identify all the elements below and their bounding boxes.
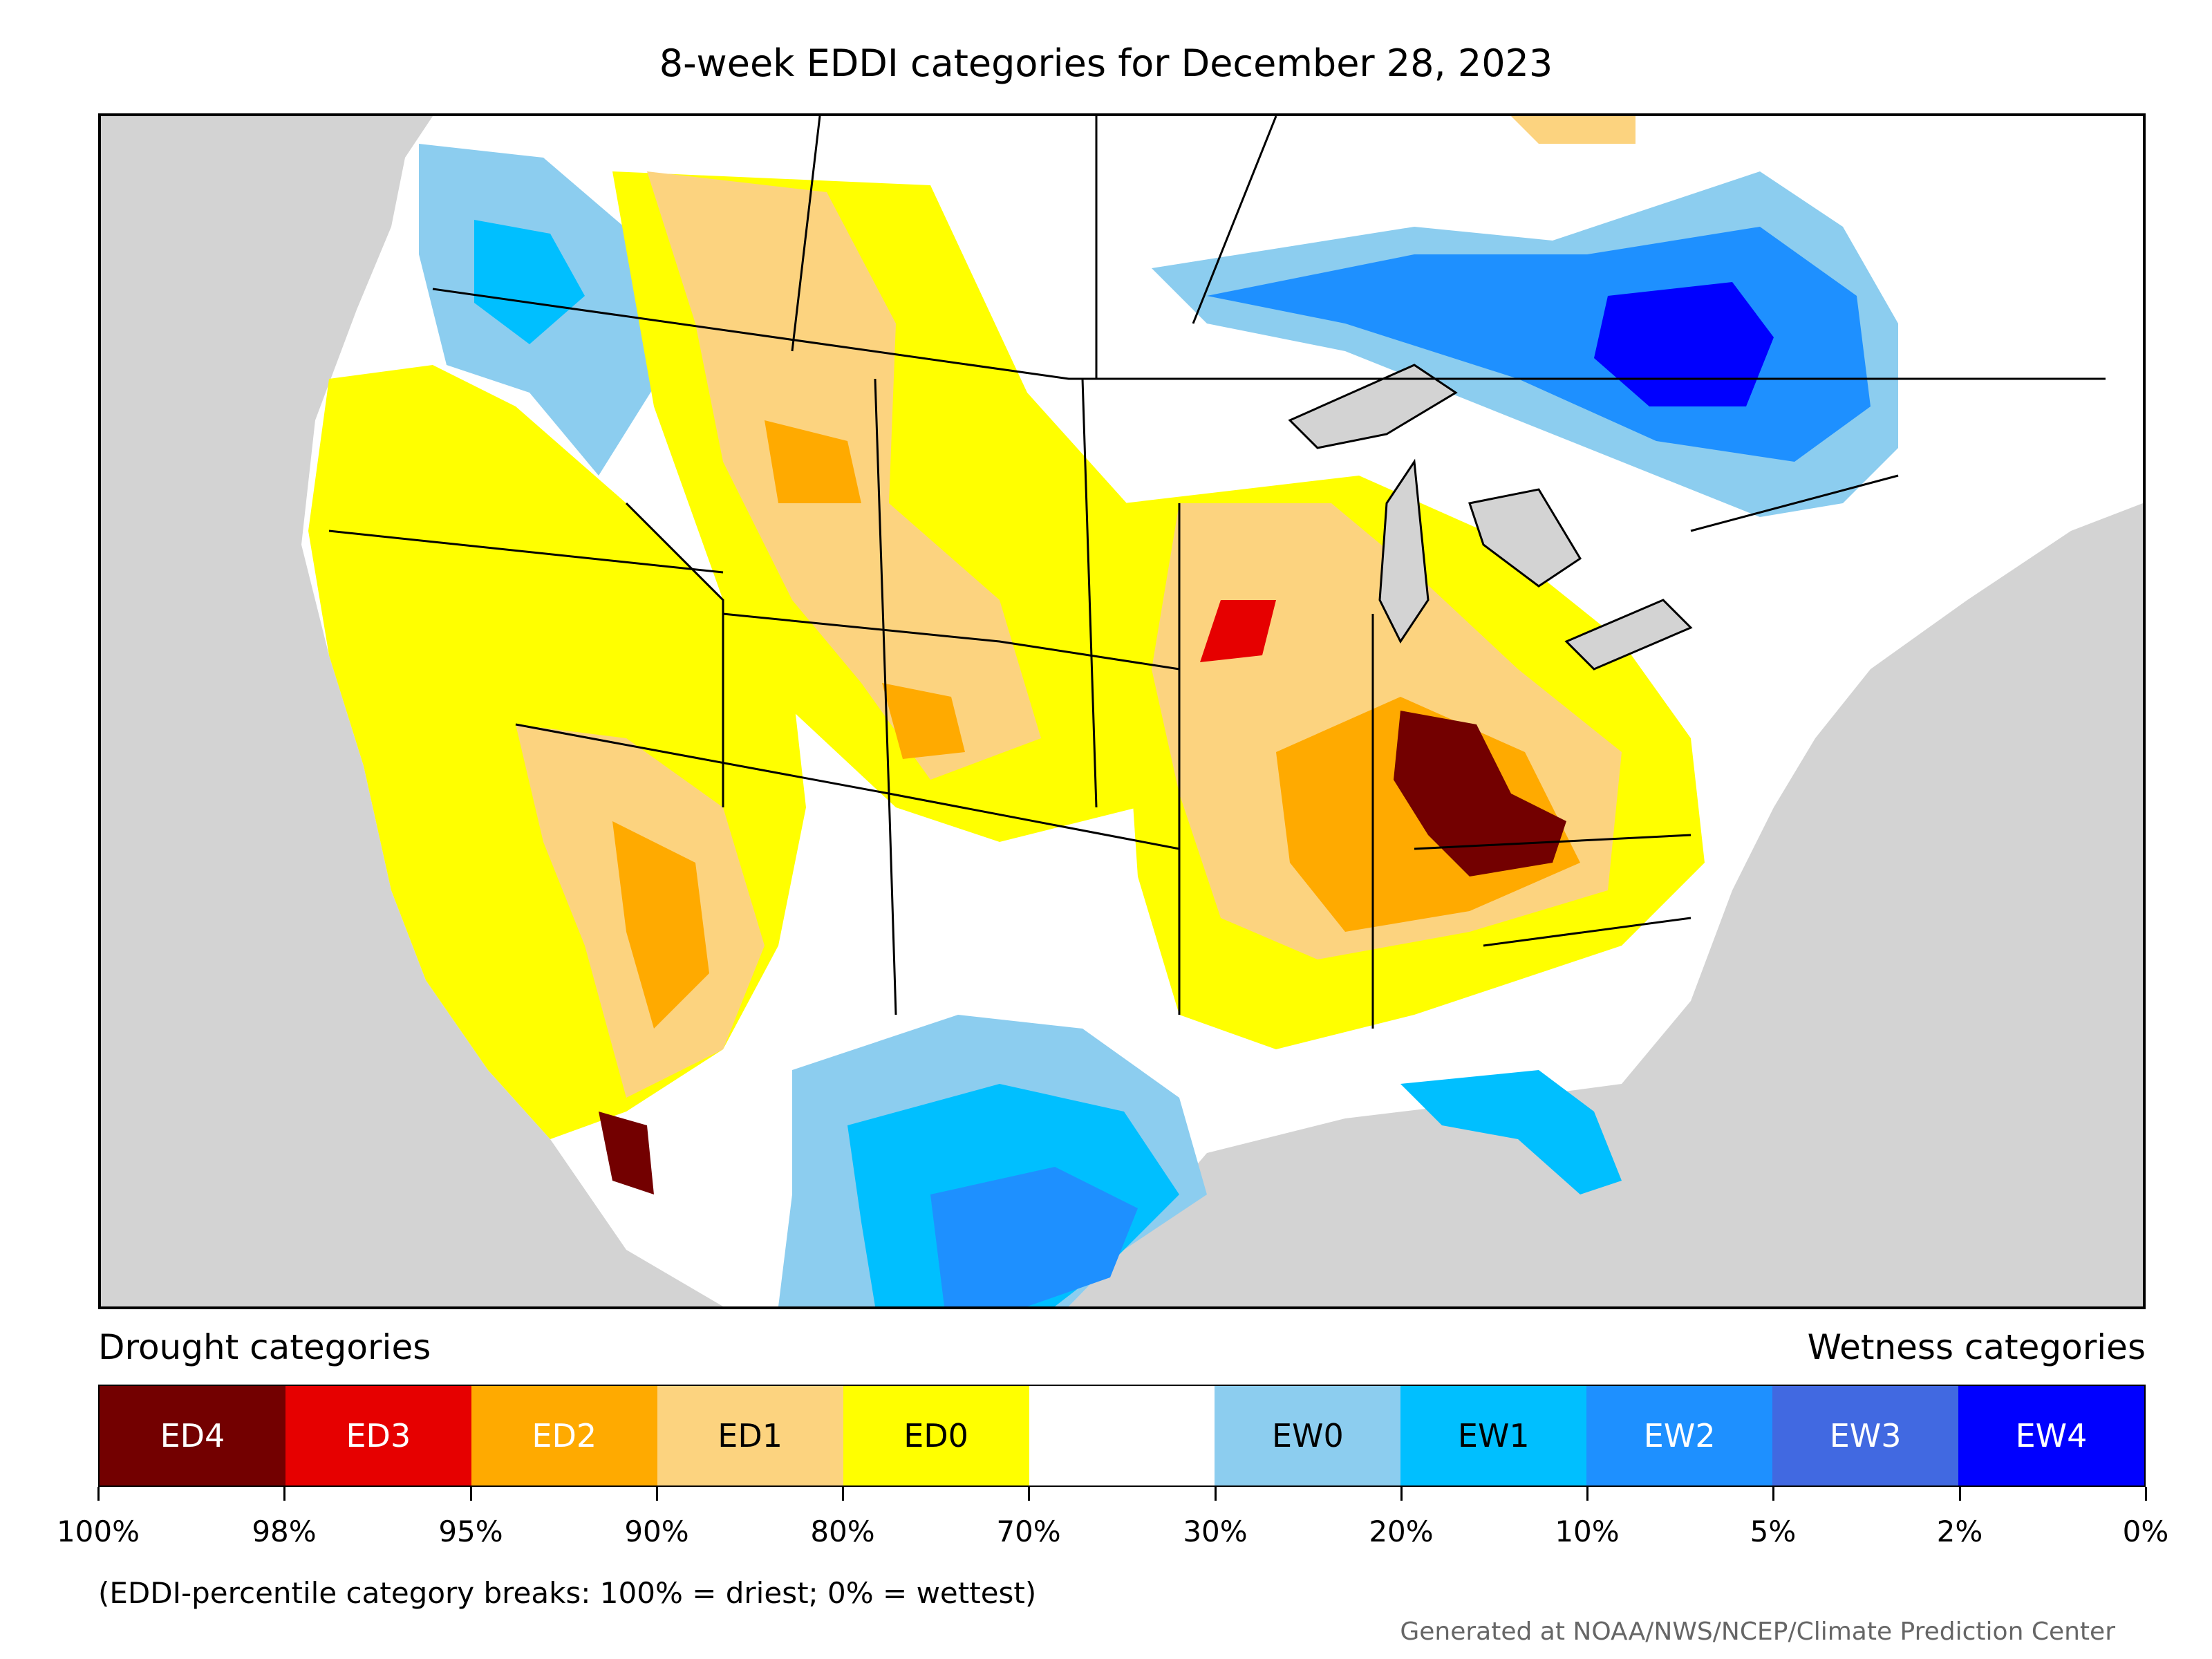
source-credit: Generated at NOAA/NWS/NCEP/Climate Predi… bbox=[1400, 1618, 2115, 1646]
tick-mark bbox=[656, 1487, 658, 1501]
category-cell-ed1: ED1 bbox=[657, 1386, 843, 1485]
category-cell-ew4: EW4 bbox=[1958, 1386, 2144, 1485]
tick-label: 90% bbox=[624, 1515, 689, 1548]
tick-mark bbox=[97, 1487, 100, 1501]
tick-label: 5% bbox=[1750, 1515, 1797, 1548]
category-breaks-note: (EDDI-percentile category breaks: 100% =… bbox=[98, 1576, 1037, 1610]
map-canvas bbox=[101, 116, 2143, 1306]
state-boundaries bbox=[328, 116, 2106, 1029]
category-cell-ed0: ED0 bbox=[843, 1386, 1029, 1485]
tick-label: 0% bbox=[2122, 1515, 2169, 1548]
northern-plains-drought-area bbox=[612, 171, 1207, 842]
drought-categories-label: Drought categories bbox=[98, 1327, 431, 1367]
tick-label: 95% bbox=[438, 1515, 503, 1548]
tick-label: 10% bbox=[1555, 1515, 1620, 1548]
percentile-ticks: 100% 98% 95% 90% 80% 70% 30% 20% 10% 5% 2% 0% bbox=[57, 1487, 2168, 1570]
category-cell-ed3: ED3 bbox=[285, 1386, 471, 1485]
texas-wet-area bbox=[778, 1015, 1207, 1306]
tick-label: 20% bbox=[1369, 1515, 1434, 1548]
category-cell-none bbox=[1029, 1386, 1215, 1485]
tick-mark bbox=[1959, 1487, 1961, 1501]
map-title: 8-week EDDI categories for December 28, … bbox=[659, 41, 1553, 85]
tick-label: 30% bbox=[1183, 1515, 1248, 1548]
tick-mark bbox=[1028, 1487, 1030, 1501]
category-cell-ew3: EW3 bbox=[1772, 1386, 1959, 1485]
category-cell-ed2: ED2 bbox=[471, 1386, 657, 1485]
tick-mark bbox=[1400, 1487, 1403, 1501]
tick-mark bbox=[1586, 1487, 1588, 1501]
category-cell-ed4: ED4 bbox=[100, 1386, 285, 1485]
tick-mark bbox=[470, 1487, 472, 1501]
tick-mark bbox=[842, 1487, 844, 1501]
category-cell-ew1: EW1 bbox=[1400, 1386, 1587, 1485]
eddi-map bbox=[98, 113, 2146, 1309]
tick-mark bbox=[1772, 1487, 1774, 1501]
tick-mark bbox=[2145, 1487, 2147, 1501]
category-cell-ew2: EW2 bbox=[1586, 1386, 1773, 1485]
category-cell-ew0: EW0 bbox=[1215, 1386, 1401, 1485]
tick-label: 2% bbox=[1936, 1515, 1983, 1548]
tick-label: 100% bbox=[56, 1515, 140, 1548]
tick-label: 98% bbox=[252, 1515, 317, 1548]
tick-mark bbox=[283, 1487, 285, 1501]
tick-mark bbox=[1215, 1487, 1217, 1501]
category-colorbar: ED4 ED3 ED2 ED1 ED0 EW0 EW1 EW2 EW3 EW4 bbox=[98, 1385, 2146, 1487]
tick-label: 70% bbox=[996, 1515, 1061, 1548]
pnw-wet-area bbox=[419, 144, 668, 476]
gulf-coast-wet-area bbox=[1400, 1070, 1622, 1194]
great-lakes bbox=[1288, 364, 1693, 671]
tick-label: 80% bbox=[810, 1515, 875, 1548]
wetness-categories-label: Wetness categories bbox=[1807, 1327, 2146, 1367]
northeast-wet-area bbox=[1152, 116, 1898, 517]
